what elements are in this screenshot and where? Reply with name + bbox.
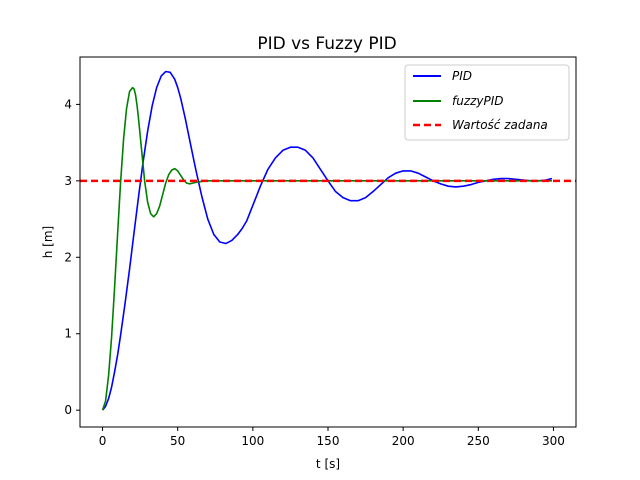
- y-tick-label: 1: [64, 327, 72, 341]
- y-tick-label: 2: [64, 250, 72, 264]
- x-tick-label: 300: [542, 434, 565, 448]
- x-tick-label: 150: [317, 434, 340, 448]
- x-tick-label: 50: [170, 434, 185, 448]
- legend: PID fuzzyPID Wartość zadana: [404, 64, 570, 141]
- x-tick-label: 250: [467, 434, 490, 448]
- x-tick-label: 0: [99, 434, 107, 448]
- x-axis-ticks: 0 50 100 150 200 250 300: [99, 427, 565, 448]
- legend-label-setpoint: Wartość zadana: [452, 118, 548, 132]
- x-tick-label: 100: [241, 434, 264, 448]
- legend-label-pid: PID: [452, 69, 472, 83]
- y-tick-label: 0: [64, 403, 72, 417]
- chart-title: PID vs Fuzzy PID: [257, 34, 396, 54]
- x-axis-label: t [s]: [316, 457, 340, 471]
- legend-label-fuzzypid: fuzzyPID: [452, 94, 504, 108]
- y-axis-label: h [m]: [41, 226, 55, 258]
- legend-box: [404, 64, 570, 141]
- series-line-pid: [101, 70, 553, 411]
- y-tick-label: 3: [64, 174, 72, 188]
- y-tick-label: 4: [64, 97, 72, 111]
- series-layer: [80, 70, 576, 411]
- x-tick-label: 200: [392, 434, 415, 448]
- plot-area: 0 50 100 150 200 250 300 0 1 2 3 4: [64, 56, 577, 448]
- y-axis-ticks: 0 1 2 3 4: [64, 97, 80, 417]
